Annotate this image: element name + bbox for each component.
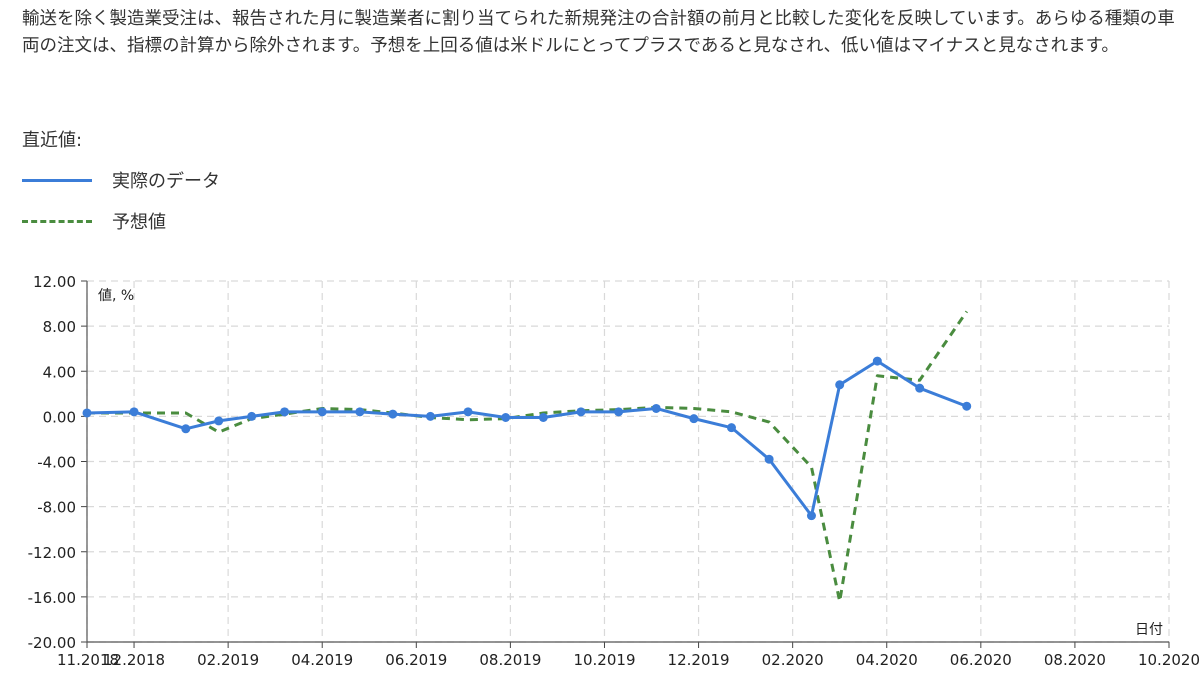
- data-point-actual: [806, 511, 816, 521]
- y-tick-label: 4.00: [43, 363, 76, 381]
- y-tick-label: 8.00: [43, 318, 76, 336]
- data-point-actual: [915, 383, 925, 393]
- x-tick-label: 10.2019: [573, 651, 635, 669]
- y-tick-label: -8.00: [37, 499, 76, 517]
- legend-label-forecast: 予想値: [112, 212, 166, 233]
- data-point-actual: [463, 407, 473, 417]
- data-point-actual: [835, 380, 845, 390]
- data-point-actual: [764, 454, 774, 464]
- data-point-actual: [576, 407, 586, 417]
- line-chart: 12.00 8.00 4.00 0.00 -4.00 -8.00 -12.00 -16.00 -…: [28, 273, 1200, 669]
- y-tick-label: -4.00: [37, 454, 76, 472]
- data-point-actual: [181, 424, 191, 434]
- data-point-actual: [214, 416, 224, 426]
- data-point-actual: [689, 414, 699, 424]
- x-tick-label: 04.2019: [291, 651, 353, 669]
- x-tick-label: 06.2020: [950, 651, 1012, 669]
- recent-values-label: 直近値:: [22, 130, 83, 151]
- x-tick-label: 02.2019: [197, 651, 259, 669]
- data-point-actual: [962, 401, 972, 411]
- y-tick-label: 12.00: [33, 273, 76, 291]
- y-tick-label: -12.00: [28, 544, 76, 562]
- series-forecast-line: [87, 310, 968, 603]
- x-tick-label: 12.2018: [103, 651, 165, 669]
- x-tick-label: 12.2019: [668, 651, 730, 669]
- data-point-actual: [247, 411, 257, 421]
- y-tick-label: 0.00: [43, 408, 76, 426]
- y-axis-label: 値, %: [98, 288, 134, 304]
- x-axis-label: 日付: [1135, 622, 1163, 638]
- x-tick-label: 10.2020: [1138, 651, 1200, 669]
- legend-line-actual: [22, 178, 92, 182]
- indicator-description: 輸送を除く製造業受注は、報告された月に製造業者に割り当てられた新規発注の合計額の…: [22, 9, 1175, 56]
- x-tick-label: 08.2020: [1044, 651, 1106, 669]
- data-point-actual: [425, 411, 435, 421]
- data-point-actual: [501, 413, 511, 423]
- data-point-actual: [355, 407, 365, 417]
- data-point-actual: [872, 356, 882, 366]
- legend-line-forecast: [22, 219, 92, 223]
- x-tick-label: 04.2020: [856, 651, 918, 669]
- data-point-actual: [82, 408, 92, 418]
- x-tick-label: 02.2020: [762, 651, 824, 669]
- data-point-actual: [388, 409, 398, 419]
- x-tick-label: 06.2019: [385, 651, 447, 669]
- series-actual-line: [86, 359, 968, 518]
- x-tick-label: 08.2019: [479, 651, 541, 669]
- data-point-actual: [280, 407, 290, 417]
- data-point-actual: [129, 407, 139, 417]
- data-point-actual: [614, 407, 624, 417]
- data-point-actual: [538, 413, 548, 423]
- data-point-actual: [726, 423, 736, 433]
- data-point-actual: [651, 403, 661, 413]
- y-tick-label: -20.00: [28, 634, 76, 652]
- legend-label-actual: 実際のデータ: [112, 171, 220, 192]
- x-tick-label: 11.2018: [57, 651, 119, 669]
- data-point-actual: [317, 407, 327, 417]
- y-tick-label: -16.00: [28, 589, 76, 607]
